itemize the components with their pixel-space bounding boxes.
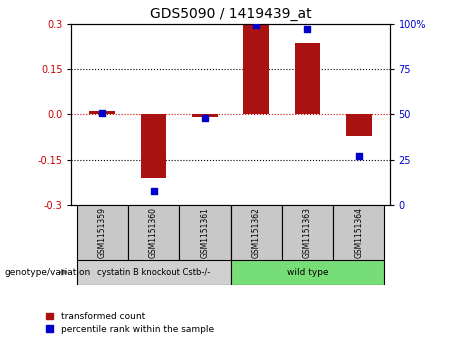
Bar [295, 43, 320, 114]
Text: GSM1151359: GSM1151359 [98, 207, 107, 258]
Text: wild type: wild type [287, 268, 328, 277]
Point [253, 23, 260, 28]
Bar [346, 114, 372, 135]
Text: GSM1151363: GSM1151363 [303, 207, 312, 258]
Bar [282, 205, 333, 260]
Point [99, 110, 106, 115]
Bar [77, 205, 128, 260]
Point [304, 26, 311, 32]
Bar [141, 114, 166, 178]
Point [201, 115, 208, 121]
Text: GSM1151362: GSM1151362 [252, 207, 260, 258]
Legend: transformed count, percentile rank within the sample: transformed count, percentile rank withi… [46, 312, 213, 334]
Bar [243, 22, 269, 114]
Bar [89, 111, 115, 114]
Bar [128, 205, 179, 260]
Text: cystatin B knockout Cstb-/-: cystatin B knockout Cstb-/- [97, 268, 210, 277]
Bar [192, 114, 218, 117]
Bar [333, 205, 384, 260]
Text: GSM1151364: GSM1151364 [354, 207, 363, 258]
Text: GSM1151361: GSM1151361 [201, 207, 209, 258]
Text: genotype/variation: genotype/variation [5, 268, 91, 277]
Title: GDS5090 / 1419439_at: GDS5090 / 1419439_at [150, 7, 311, 21]
Text: GSM1151360: GSM1151360 [149, 207, 158, 258]
Point [150, 188, 157, 193]
Bar [230, 205, 282, 260]
Bar [230, 260, 384, 285]
Point [355, 153, 362, 159]
Bar [77, 260, 230, 285]
Bar [179, 205, 230, 260]
